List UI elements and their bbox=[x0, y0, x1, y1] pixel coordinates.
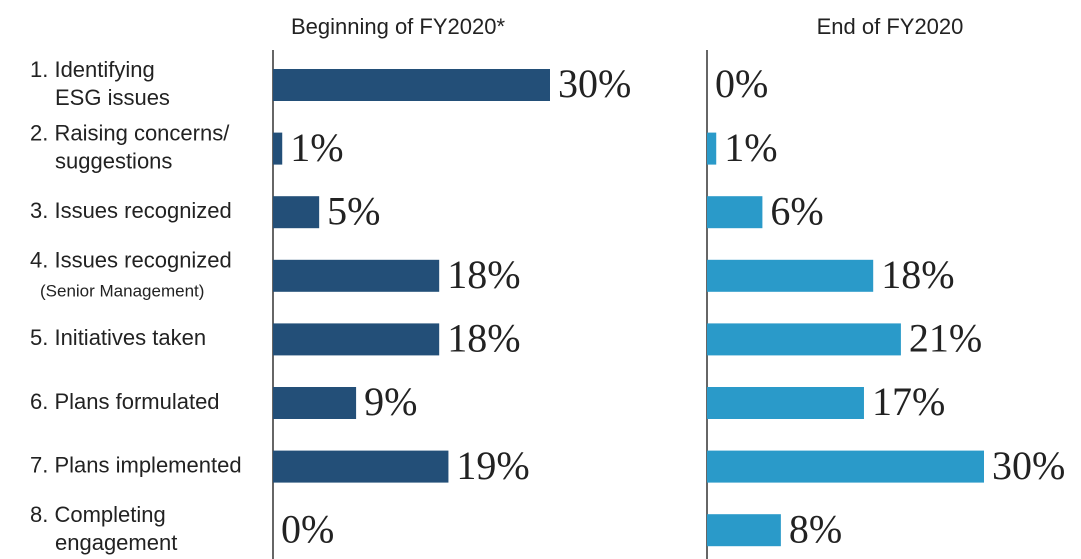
value-label: 0% bbox=[715, 61, 768, 106]
bar bbox=[707, 259, 874, 292]
bar bbox=[707, 450, 984, 483]
category-label: engagement bbox=[55, 530, 177, 555]
category-label: 5. Initiatives taken bbox=[30, 325, 206, 350]
bar bbox=[273, 323, 440, 356]
bar bbox=[273, 196, 320, 229]
bar bbox=[707, 323, 901, 356]
value-label: 1% bbox=[724, 125, 777, 170]
value-label: 8% bbox=[789, 506, 842, 551]
value-label: 9% bbox=[364, 379, 417, 424]
bar bbox=[273, 132, 283, 165]
category-label: 6. Plans formulated bbox=[30, 389, 220, 414]
category-label: 3. Issues recognized bbox=[30, 198, 232, 223]
category-label: 8. Completing bbox=[30, 502, 166, 527]
category-label: 1. Identifying bbox=[30, 57, 155, 82]
value-label: 30% bbox=[992, 443, 1065, 488]
value-label: 30% bbox=[558, 61, 631, 106]
bar bbox=[707, 514, 781, 547]
category-label: 4. Issues recognized bbox=[30, 248, 232, 273]
value-label: 18% bbox=[447, 316, 520, 361]
bar bbox=[707, 132, 717, 165]
value-label: 1% bbox=[290, 125, 343, 170]
bar bbox=[273, 387, 357, 419]
bar bbox=[273, 69, 550, 101]
value-label: 5% bbox=[327, 188, 380, 233]
bar bbox=[707, 196, 763, 229]
panel-title: End of FY2020 bbox=[817, 14, 964, 39]
category-label: 2. Raising concerns/ bbox=[30, 120, 230, 145]
bar bbox=[273, 259, 440, 292]
value-label: 21% bbox=[909, 316, 982, 361]
category-label: suggestions bbox=[55, 148, 172, 173]
value-label: 0% bbox=[281, 506, 334, 551]
value-label: 18% bbox=[881, 252, 954, 297]
value-label: 19% bbox=[456, 443, 529, 488]
category-label: 7. Plans implemented bbox=[30, 452, 242, 477]
category-label: ESG issues bbox=[55, 85, 170, 110]
panel-title: Beginning of FY2020* bbox=[291, 14, 505, 39]
value-label: 6% bbox=[770, 188, 823, 233]
category-label: (Senior Management) bbox=[40, 281, 204, 300]
bar bbox=[707, 387, 864, 419]
bar bbox=[273, 450, 449, 483]
value-label: 18% bbox=[447, 252, 520, 297]
value-label: 17% bbox=[872, 379, 945, 424]
